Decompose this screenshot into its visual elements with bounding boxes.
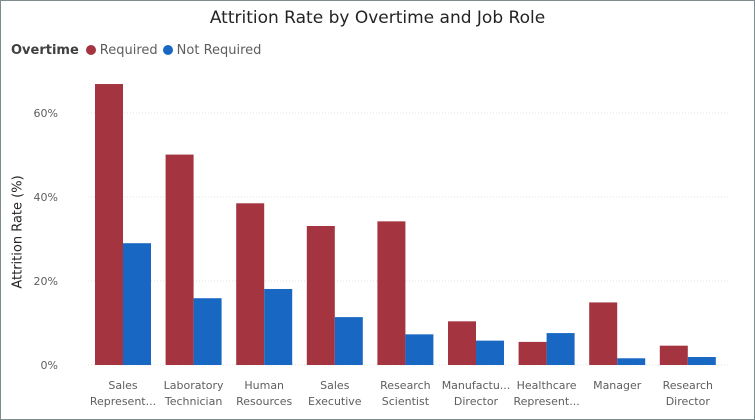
legend: Overtime Required Not Required — [11, 41, 266, 59]
bar-not-required[interactable] — [405, 334, 434, 365]
x-tick-label: Healthcare Represent... — [513, 379, 579, 408]
legend-label-required: Required — [99, 42, 158, 58]
legend-item-not-required[interactable]: Not Required — [162, 42, 262, 58]
bar-required[interactable] — [377, 221, 406, 365]
chart-title: Attrition Rate by Overtime and Job Role — [209, 8, 546, 28]
legend-swatch-not-required — [162, 45, 173, 55]
bar-not-required[interactable] — [193, 298, 222, 365]
x-tick-label: Manager — [593, 379, 642, 392]
bar-required[interactable] — [448, 321, 476, 365]
y-tick-label: 20% — [34, 275, 58, 288]
bar-required[interactable] — [659, 345, 688, 365]
bar-not-required[interactable] — [617, 358, 646, 365]
bar-not-required[interactable] — [334, 317, 363, 365]
bar-not-required[interactable] — [123, 243, 151, 365]
bar-not-required[interactable] — [264, 288, 293, 365]
bar-required[interactable] — [95, 84, 123, 366]
x-tick-label: Laboratory Technician — [164, 379, 224, 408]
bar-not-required[interactable] — [687, 357, 716, 365]
legend-title: Overtime — [11, 42, 79, 58]
legend-item-required[interactable]: Required — [85, 42, 158, 58]
y-tick-label: 0% — [41, 359, 58, 372]
bar-required[interactable] — [165, 154, 194, 365]
x-tick-label: Manufactu... Director — [442, 379, 511, 408]
bar-required[interactable] — [518, 341, 547, 365]
bar-required[interactable] — [306, 225, 335, 365]
bar-not-required[interactable] — [476, 340, 504, 365]
legend-label-not-required: Not Required — [176, 42, 262, 58]
y-tick-label: 40% — [34, 191, 58, 204]
x-tick-label: Sales Executive — [308, 379, 362, 408]
bar-required[interactable] — [236, 203, 265, 365]
y-tick-label: 60% — [34, 107, 58, 120]
legend-swatch-required — [85, 45, 96, 55]
x-tick-label: Research Director — [663, 379, 713, 408]
x-tick-label: Sales Represent... — [90, 379, 156, 408]
bar-not-required[interactable] — [546, 333, 575, 365]
bar-required[interactable] — [589, 302, 618, 365]
x-tick-label: Human Resources — [236, 379, 292, 408]
x-tick-label: Research Scientist — [380, 379, 430, 408]
